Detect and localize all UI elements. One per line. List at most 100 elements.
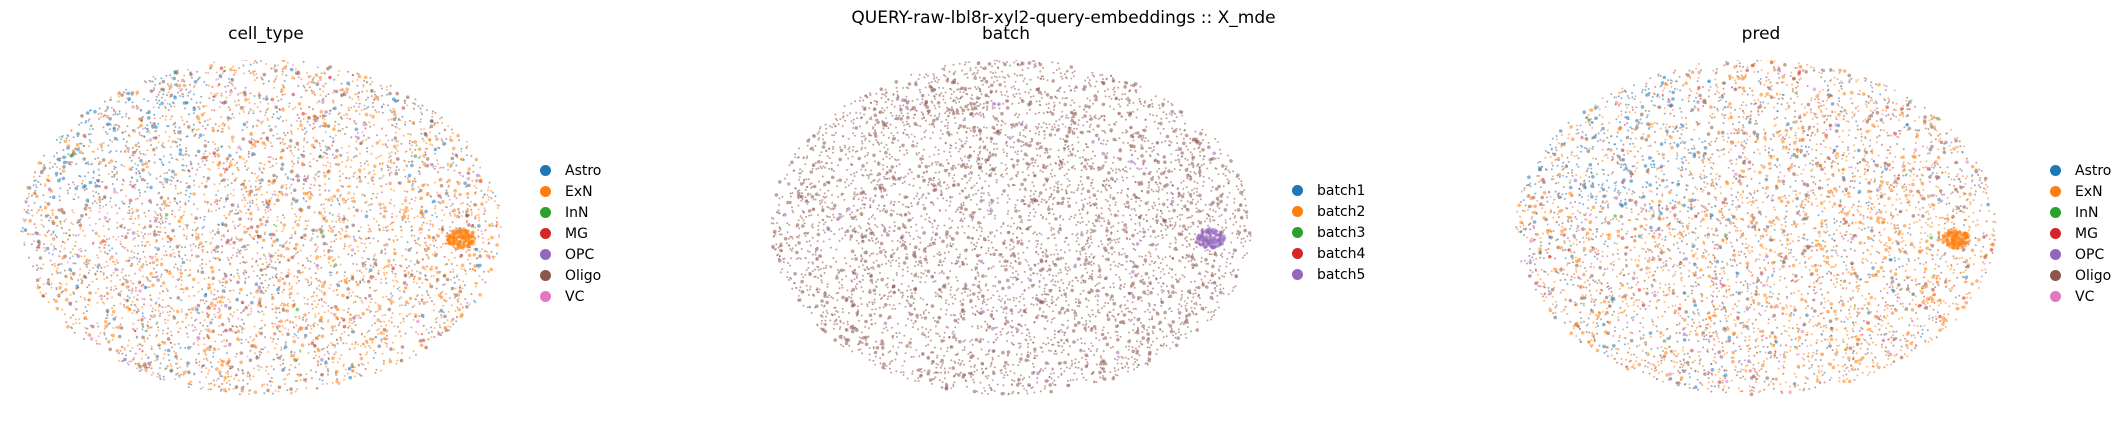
data-point [276, 175, 279, 178]
data-point [200, 370, 203, 373]
data-point [78, 248, 81, 251]
data-point [337, 74, 340, 77]
data-point [323, 174, 327, 178]
data-point [482, 241, 485, 244]
data-point [327, 352, 330, 355]
data-point [420, 216, 423, 219]
data-point [151, 283, 155, 287]
data-point [382, 206, 387, 210]
data-point [426, 291, 429, 294]
data-point [175, 352, 177, 355]
data-point [290, 130, 292, 133]
data-point [231, 365, 234, 368]
data-point [431, 112, 434, 115]
data-point [249, 63, 252, 66]
data-point [391, 212, 394, 215]
data-point [208, 260, 211, 263]
data-point [280, 167, 284, 171]
data-point [342, 318, 346, 322]
data-point [289, 320, 292, 323]
data-point [279, 115, 282, 118]
data-point [335, 329, 338, 332]
data-point [230, 78, 233, 81]
data-point [211, 86, 214, 88]
data-point [367, 230, 370, 233]
data-point [258, 120, 261, 123]
data-point [386, 146, 389, 149]
data-point [387, 104, 390, 107]
data-point [193, 221, 196, 224]
data-point [305, 318, 308, 321]
data-point [449, 163, 454, 167]
data-point [303, 233, 307, 238]
data-point [410, 326, 413, 329]
data-point [380, 369, 383, 372]
data-point [94, 292, 97, 294]
data-point [361, 301, 364, 304]
data-point [163, 88, 166, 91]
data-point [125, 115, 127, 118]
data-point [247, 98, 250, 101]
data-point [314, 336, 317, 339]
data-point [131, 231, 136, 235]
data-point [293, 275, 296, 278]
data-point [148, 209, 150, 212]
data-point [184, 201, 187, 204]
data-point [104, 320, 108, 324]
data-point [151, 80, 154, 83]
data-point [33, 176, 36, 178]
data-point [455, 164, 458, 167]
data-point [21, 230, 24, 233]
data-point [312, 118, 315, 121]
data-point [406, 177, 409, 180]
data-point [227, 213, 230, 216]
data-point [331, 329, 334, 332]
data-point [134, 304, 137, 306]
data-point [141, 344, 144, 347]
data-point [138, 310, 141, 313]
data-point [478, 219, 480, 222]
data-point [365, 160, 368, 163]
data-point [374, 278, 377, 281]
data-point [333, 346, 336, 348]
data-point [396, 359, 399, 362]
data-point [354, 343, 357, 345]
data-point [363, 168, 366, 171]
data-point [302, 84, 305, 87]
data-point [239, 325, 242, 328]
data-point [347, 307, 350, 310]
data-point [40, 219, 43, 222]
data-point [314, 120, 317, 123]
data-point [161, 306, 164, 309]
data-point [156, 203, 159, 206]
data-point [120, 164, 123, 166]
data-point [38, 256, 43, 260]
data-point [186, 120, 188, 123]
data-point [299, 249, 302, 252]
data-point [384, 248, 387, 251]
data-point [257, 310, 259, 313]
data-point [220, 363, 224, 367]
data-point [194, 132, 197, 135]
data-point [263, 392, 266, 395]
data-point [337, 256, 340, 259]
data-point [461, 306, 464, 309]
data-point [443, 213, 446, 216]
data-point [58, 167, 61, 170]
data-point [160, 87, 164, 92]
data-point [332, 289, 335, 292]
data-point [445, 138, 448, 140]
data-point [399, 208, 402, 211]
data-point [238, 217, 242, 221]
data-point [390, 151, 393, 154]
data-point [368, 271, 370, 273]
data-point [258, 356, 261, 359]
data-point [375, 157, 378, 160]
data-point [234, 355, 237, 358]
data-point [180, 279, 183, 282]
data-point [121, 131, 124, 134]
data-point [259, 185, 262, 188]
data-point [58, 255, 61, 258]
data-point [310, 281, 313, 284]
data-point [355, 186, 358, 188]
